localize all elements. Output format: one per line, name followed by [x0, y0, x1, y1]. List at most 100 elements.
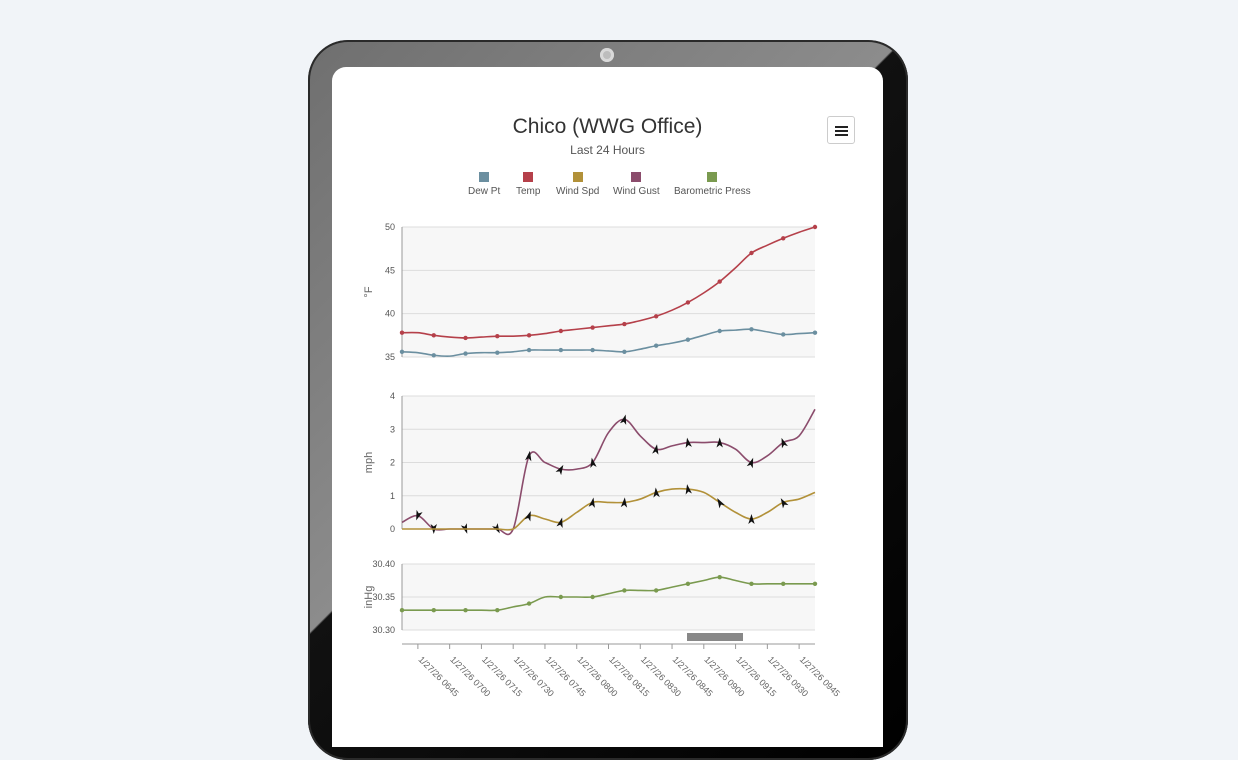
data-point — [558, 594, 564, 600]
wind-direction-marker — [556, 517, 563, 529]
legend-swatch — [479, 172, 490, 182]
wind-direction-marker — [781, 437, 788, 449]
data-point — [653, 588, 659, 593]
data-point — [717, 279, 722, 284]
data-point — [590, 325, 595, 330]
data-point — [431, 333, 436, 338]
legend-label: Wind Spd — [556, 186, 600, 197]
y-tick-label: 30.35 — [372, 592, 395, 602]
data-point — [463, 335, 468, 341]
y-tick-label: 30.40 — [372, 559, 395, 569]
data-point — [399, 330, 405, 335]
y-tick-label: 45 — [385, 265, 395, 275]
y-tick-label: 30.30 — [372, 625, 395, 635]
data-point — [812, 330, 818, 335]
data-point — [685, 337, 691, 342]
y-tick-label: 35 — [385, 352, 395, 362]
wind-direction-marker — [653, 487, 660, 498]
series-line — [401, 226, 816, 339]
legend-swatch — [572, 172, 583, 182]
series-line — [402, 576, 815, 612]
data-point — [399, 608, 405, 613]
data-point — [749, 327, 754, 332]
series-line — [401, 328, 816, 358]
data-point — [590, 594, 595, 600]
wind-direction-marker — [652, 444, 659, 455]
data-point — [685, 581, 691, 586]
legend-swatch — [631, 172, 642, 182]
chart-menu-button[interactable] — [827, 116, 855, 144]
y-tick-label: 50 — [385, 222, 395, 232]
data-point — [653, 314, 659, 319]
data-point — [399, 349, 405, 354]
wind-direction-marker — [716, 437, 723, 448]
wind-direction-marker — [555, 464, 564, 476]
plot-background — [402, 227, 815, 357]
data-point — [717, 328, 722, 334]
data-point — [749, 250, 754, 256]
y-tick-label: 1 — [390, 491, 395, 501]
y-axis-title: °F — [363, 286, 375, 297]
y-tick-label: 0 — [390, 524, 395, 534]
y-tick-label: 3 — [390, 424, 395, 434]
chart-plot-area: 35404550°F01234mph30.3030.3530.40inHg1/2… — [363, 222, 842, 699]
wind-direction-marker — [717, 498, 725, 509]
legend-label: Temp — [516, 186, 541, 197]
series-line — [402, 487, 816, 531]
legend-item-barometric-press[interactable]: Barometric Press — [674, 172, 751, 197]
wind-direction-marker — [525, 450, 532, 462]
legend-label: Dew Pt — [468, 186, 501, 197]
legend-item-dew-pt[interactable]: Dew Pt — [468, 172, 500, 197]
data-point — [431, 353, 436, 358]
data-point — [431, 608, 436, 613]
data-point — [622, 321, 627, 327]
data-point — [495, 334, 500, 339]
legend-item-temp[interactable]: Temp — [516, 172, 540, 197]
data-point — [495, 608, 500, 613]
data-point — [526, 601, 532, 606]
wind-direction-marker — [748, 514, 755, 525]
y-axis-title: mph — [363, 452, 375, 473]
data-point — [781, 236, 786, 241]
y-axis-title: inHg — [363, 586, 375, 609]
hamburger-icon — [834, 125, 848, 136]
legend-label: Wind Gust — [613, 186, 660, 197]
y-tick-label: 2 — [390, 458, 395, 468]
wind-direction-marker — [685, 484, 692, 495]
wind-direction-marker — [780, 498, 789, 509]
wind-direction-marker — [524, 511, 531, 522]
data-point — [463, 608, 468, 613]
data-point — [558, 347, 564, 353]
data-point — [685, 300, 691, 305]
legend-swatch — [523, 172, 534, 182]
navigator-thumb — [687, 633, 743, 641]
wind-direction-marker — [416, 509, 423, 521]
data-point — [622, 588, 627, 593]
data-point — [812, 224, 818, 230]
camera-icon — [600, 48, 614, 62]
data-point — [812, 581, 818, 586]
data-point — [717, 575, 722, 580]
chart-screen: Chico (WWG Office) Last 24 Hours Dew Pt … — [332, 67, 883, 747]
data-point — [781, 581, 786, 586]
wind-direction-marker — [588, 497, 595, 508]
data-point — [463, 351, 468, 356]
data-point — [526, 347, 532, 353]
data-point — [558, 328, 564, 334]
data-point — [781, 332, 786, 337]
data-point — [653, 343, 659, 348]
data-point — [495, 350, 500, 355]
legend-label: Barometric Press — [674, 186, 751, 197]
wind-direction-marker — [590, 457, 597, 468]
legend-swatch — [707, 172, 718, 182]
data-point — [749, 581, 754, 586]
legend-item-wind-spd[interactable]: Wind Spd — [556, 172, 599, 197]
wind-direction-marker — [685, 437, 692, 449]
legend-item-wind-gust[interactable]: Wind Gust — [613, 172, 660, 197]
chart-title: Chico (WWG Office) — [512, 115, 703, 138]
legend: Dew Pt Temp Wind Spd Wind Gust Barometri… — [332, 172, 883, 202]
data-point — [526, 333, 532, 338]
y-tick-label: 40 — [385, 309, 395, 319]
wind-direction-marker — [619, 414, 627, 425]
y-tick-label: 4 — [390, 391, 395, 401]
